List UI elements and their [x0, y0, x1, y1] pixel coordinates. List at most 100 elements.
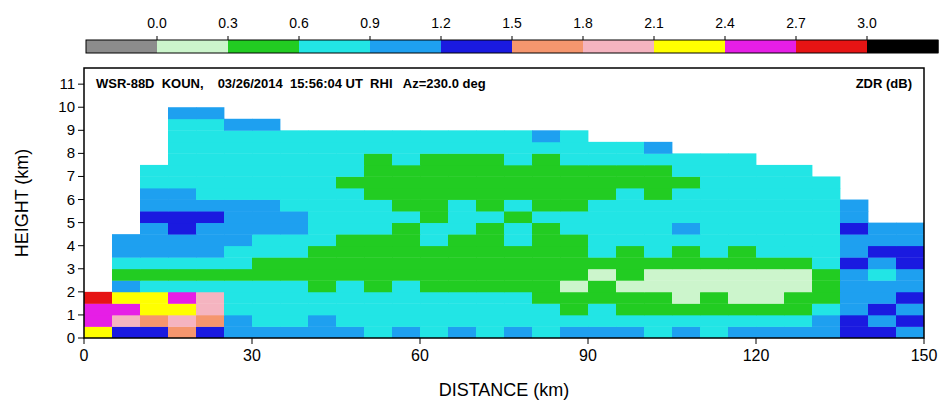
cell [364, 315, 392, 327]
cell [672, 211, 700, 223]
cell [140, 257, 168, 269]
cell [728, 326, 756, 338]
cell [420, 315, 448, 327]
cell [392, 142, 420, 154]
cell [784, 257, 812, 269]
cell [784, 165, 812, 177]
cell [308, 223, 336, 235]
plot-area [84, 68, 924, 338]
cell [308, 315, 336, 327]
cell [252, 303, 280, 315]
cell [252, 326, 280, 338]
cell [532, 315, 560, 327]
cell [420, 269, 448, 281]
cell [868, 315, 896, 327]
cell [196, 142, 224, 154]
cell [140, 234, 168, 246]
cell [504, 234, 532, 246]
cell [224, 315, 252, 327]
colorbar-label: 2.4 [715, 15, 735, 31]
cell [504, 246, 532, 258]
x-tick-label: 150 [911, 347, 938, 364]
cell [504, 269, 532, 281]
cell [140, 188, 168, 200]
cell [504, 280, 532, 292]
cell [196, 223, 224, 235]
cell [728, 176, 756, 188]
colorbar-swatch [654, 40, 726, 53]
cell [448, 200, 476, 212]
chart: 0.00.30.60.91.21.51.82.12.42.73.00123456… [0, 0, 950, 406]
cell [196, 200, 224, 212]
cell [476, 223, 504, 235]
cell [196, 315, 224, 327]
cell [560, 211, 588, 223]
cell [392, 223, 420, 235]
cell [476, 246, 504, 258]
colorbar-label: 1.2 [431, 15, 451, 31]
cell [196, 153, 224, 165]
cell [868, 257, 896, 269]
cell [728, 211, 756, 223]
cell [616, 211, 644, 223]
cell [308, 234, 336, 246]
y-tick [78, 291, 84, 292]
cell [308, 200, 336, 212]
cell [224, 119, 252, 131]
cell [84, 315, 112, 327]
cell [532, 188, 560, 200]
cell [700, 223, 728, 235]
cell [364, 326, 392, 338]
cell [224, 269, 252, 281]
cell [168, 188, 196, 200]
cell [644, 315, 672, 327]
cell [280, 246, 308, 258]
cell [784, 223, 812, 235]
cell [504, 223, 532, 235]
cell [140, 246, 168, 258]
cell [672, 188, 700, 200]
cell [448, 326, 476, 338]
cell [616, 246, 644, 258]
cell [700, 153, 728, 165]
cell [224, 303, 252, 315]
cell [476, 130, 504, 142]
cell [700, 257, 728, 269]
y-tick-label: 8 [67, 144, 75, 161]
cell [392, 188, 420, 200]
cell [756, 326, 784, 338]
cell [84, 326, 112, 338]
cell [868, 280, 896, 292]
cell [588, 153, 616, 165]
colorbar-label: 2.7 [786, 15, 806, 31]
cell [168, 142, 196, 154]
y-tick-label: 11 [59, 75, 75, 92]
cell [812, 188, 840, 200]
cell [700, 280, 728, 292]
cell [728, 165, 756, 177]
cell [308, 326, 336, 338]
cell [616, 326, 644, 338]
colorbar-swatch [86, 40, 158, 53]
cell [224, 200, 252, 212]
cell [448, 188, 476, 200]
cell [168, 107, 196, 119]
cell [588, 200, 616, 212]
cell [364, 234, 392, 246]
cell [280, 315, 308, 327]
cell [616, 165, 644, 177]
colorbar-label: 1.5 [502, 15, 522, 31]
cell [700, 315, 728, 327]
cell [308, 211, 336, 223]
cell [756, 315, 784, 327]
cell [476, 176, 504, 188]
cell [588, 303, 616, 315]
x-tick [756, 338, 757, 344]
cell [448, 234, 476, 246]
cell [896, 280, 924, 292]
y-tick-label: 2 [67, 283, 75, 300]
cell [196, 107, 224, 119]
cell [252, 200, 280, 212]
cell [168, 130, 196, 142]
cell [252, 223, 280, 235]
